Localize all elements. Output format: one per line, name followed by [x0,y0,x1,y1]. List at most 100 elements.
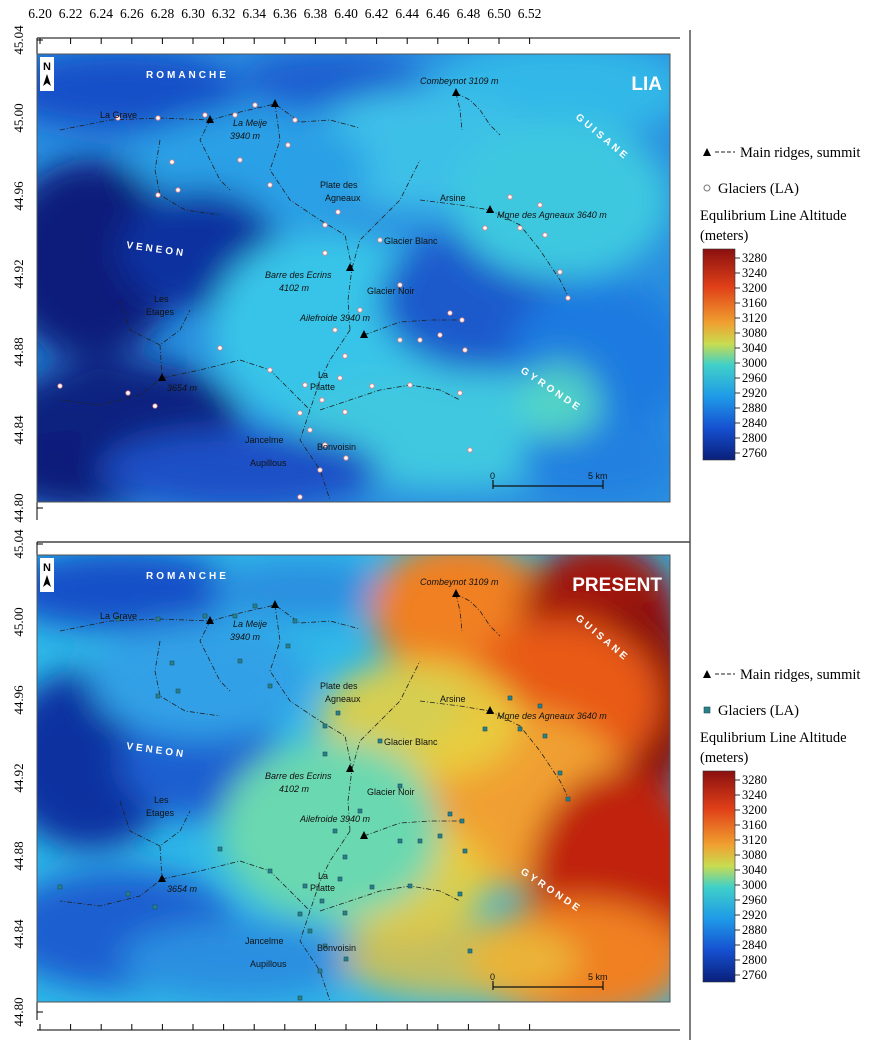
summit-triangle [206,616,214,624]
ridge-line [269,604,353,832]
glacier-dot [537,202,543,208]
glacier-dot [459,317,465,323]
glacier-dot [482,225,488,231]
place-label: 3940 m [230,131,261,141]
place-label: La Grave [100,110,137,120]
ridge-line [161,860,311,912]
colorbar [702,248,736,461]
glacier-dot [252,102,258,108]
lon-tick-label: 6.24 [89,6,113,21]
glacier-dot [292,117,298,123]
place-label: 3654 m [167,884,198,894]
ridge-line [363,319,460,336]
ridge-line [351,159,421,269]
place-label: Mgne des Agneaux 3640 m [497,210,607,220]
summit-triangle [158,373,166,381]
glacier-dot [322,442,328,448]
legend-ela-title: Equlibrium Line Altitude [700,208,847,224]
place-label: Plate des [320,681,358,691]
glacier-dot [335,710,341,716]
place-label: Jancelme [245,936,284,946]
glacier-dot [457,390,463,396]
glacier-dot [342,910,348,916]
legend-ela-units: (meters) [700,228,748,244]
ridge-line [455,92,501,136]
place-label: 5 km [588,471,608,481]
lat-tick-label: 45.00 [11,607,26,636]
glacier-dot [397,838,403,844]
glacier-dot [297,995,303,1001]
glacier-dot [397,337,403,343]
place-label: La [318,370,328,380]
glacier-dot [125,891,131,897]
ela-raster-present [37,555,670,1002]
ridge-line [154,139,221,216]
colorbar [702,770,736,983]
ridge-line [161,359,311,411]
colorbar-tick-label: 3000 [742,356,767,370]
colorbar-tick-label: 3200 [742,281,767,295]
panel-title: PRESENT [572,575,662,596]
colorbar-tick-label: 2840 [742,416,767,430]
glacier-dot [397,282,403,288]
glacier-dot [537,703,543,709]
longitude-axis: 6.20 6.22 6.24 6.26 6.28 6.30 6.32 6.34 6.36 6.38… [28,6,680,44]
summit-triangle [158,874,166,882]
lon-tick-label: 6.28 [151,6,175,21]
glacier-dot [437,833,443,839]
colorbar-tick-label: 2800 [742,953,767,967]
colorbar-tick-label: 2880 [742,401,767,415]
place-label: Ailefroide 3940 m [299,814,371,824]
glacier-dot [317,968,323,974]
glacier-dot [322,222,328,228]
glacier-dot [565,295,571,301]
glacier-dot [202,613,208,619]
glacier-dot [175,688,181,694]
colorbar-tick-label: 2880 [742,923,767,937]
glacier-dot [332,327,338,333]
ela-zone [37,54,240,130]
lon-tick-label: 6.44 [395,6,419,21]
north-arrow-label: N [43,562,51,574]
glacier-dot [357,808,363,814]
ridge-line [351,660,421,770]
ela-zone [90,620,310,740]
ridge-line [419,199,571,301]
glacier-dot [57,884,63,890]
lon-tick-label: 6.52 [518,6,542,21]
glacier-dot [169,660,175,666]
place-label: Glacier Blanc [384,737,438,747]
place-label: Pilatte [310,382,335,392]
place-label: Etages [146,307,175,317]
lon-tick-label: 6.20 [28,6,52,21]
place-label: 3940 m [230,632,261,642]
place-label: Combeynot 3109 m [420,577,499,587]
ridge-line [455,593,463,632]
colorbar-tick-label: 3080 [742,848,767,862]
place-label: La Meije [233,619,267,629]
glacier-dot [457,891,463,897]
glacier-dot [565,796,571,802]
river-label: ROMANCHE [146,70,229,81]
ridge-line [199,620,231,692]
glacier-dot [267,868,273,874]
glacier-dot [175,187,181,193]
colorbar-tick-label: 2960 [742,371,767,385]
glacier-dot [155,192,161,198]
glacier-dot [459,818,465,824]
lat-tick-label: 44.96 [11,181,26,211]
glacier-dot [319,397,325,403]
lat-tick-label: 45.00 [11,103,26,132]
north-arrow-label: N [43,61,51,73]
lon-tick-label: 6.34 [242,6,266,21]
glacier-dot [332,828,338,834]
glacier-dot [482,726,488,732]
glacier-dot [557,770,563,776]
glacier-dot [322,723,328,729]
glacier-dot [237,658,243,664]
glacier-dot [447,811,453,817]
place-label: 0 [490,972,495,982]
lon-tick-label: 6.32 [212,6,236,21]
summit-triangle [271,99,279,107]
